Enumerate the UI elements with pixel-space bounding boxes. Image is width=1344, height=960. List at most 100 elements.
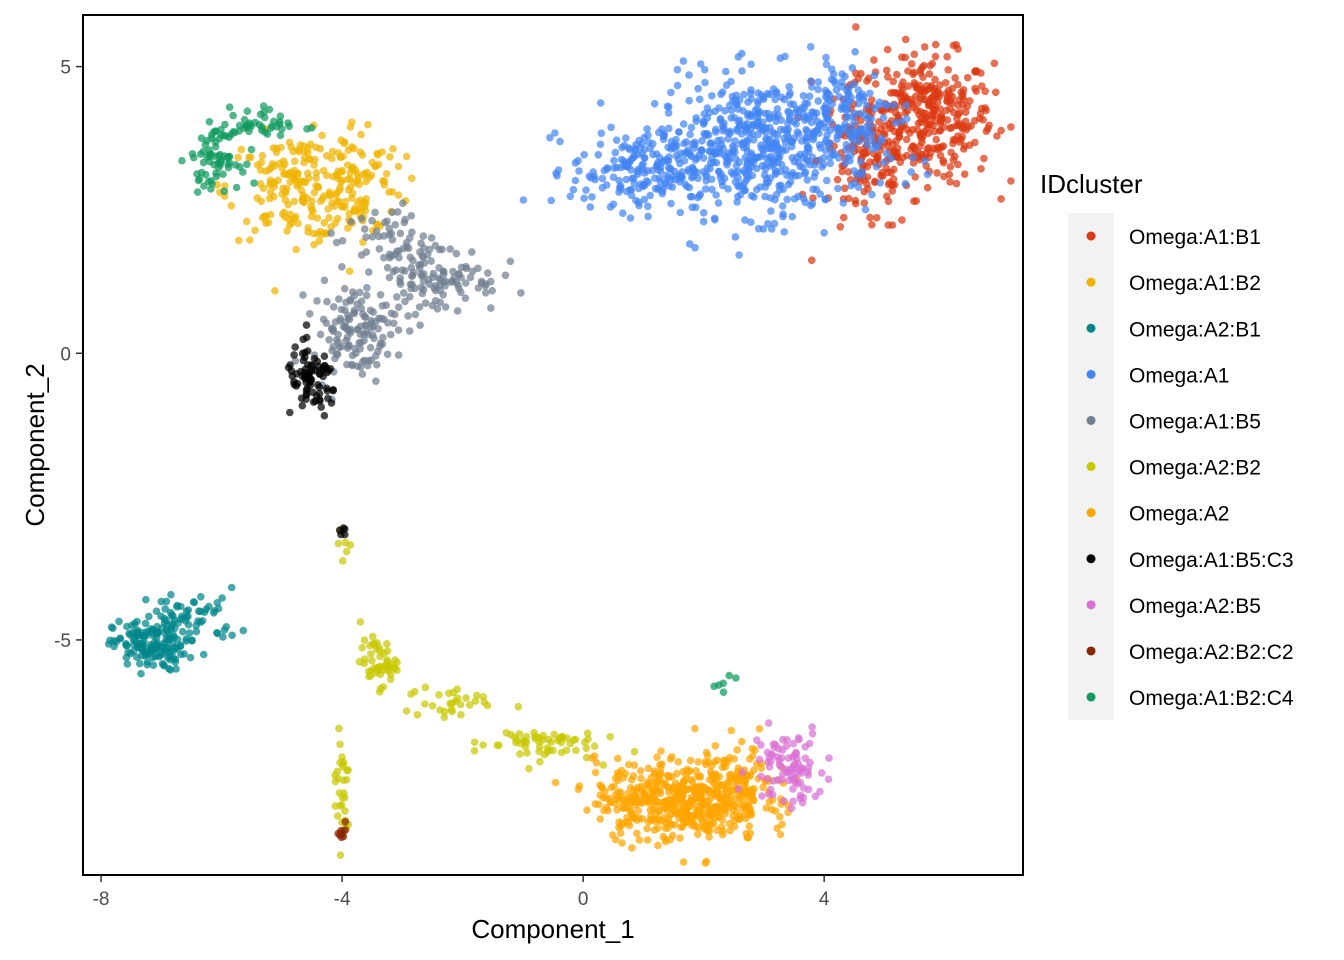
data-point — [462, 694, 470, 702]
data-point — [197, 593, 205, 601]
data-point — [679, 858, 688, 866]
data-point — [733, 774, 742, 782]
data-point — [200, 182, 208, 190]
data-point — [281, 189, 290, 197]
data-point — [338, 557, 347, 565]
data-point — [660, 131, 668, 140]
data-point — [115, 617, 123, 626]
data-point — [312, 174, 320, 182]
data-point — [348, 143, 356, 151]
data-point — [741, 216, 749, 224]
data-point — [440, 707, 449, 716]
legend-label-8: Omega:A2:B5 — [1129, 595, 1261, 618]
data-point — [747, 149, 756, 157]
data-point — [365, 174, 373, 182]
legend-key-1 — [1086, 277, 1096, 287]
data-point — [338, 167, 347, 175]
data-point — [145, 612, 153, 621]
data-point — [320, 411, 329, 420]
legend-label-6: Omega:A2 — [1129, 503, 1229, 526]
data-point — [650, 797, 658, 806]
data-point — [342, 547, 351, 556]
data-point — [809, 194, 817, 202]
data-point — [331, 354, 339, 363]
data-point — [784, 119, 792, 128]
data-point — [764, 719, 773, 727]
data-point — [864, 128, 872, 136]
data-point — [324, 394, 332, 403]
data-point — [690, 167, 699, 176]
data-point — [836, 223, 845, 231]
data-point — [921, 157, 929, 165]
data-point — [227, 583, 236, 592]
data-point — [664, 824, 672, 832]
data-point — [949, 139, 957, 148]
data-point — [449, 688, 458, 697]
data-point — [663, 102, 672, 111]
legend-key-3 — [1086, 369, 1096, 379]
data-point — [951, 152, 959, 161]
data-point — [804, 785, 813, 794]
data-point — [738, 768, 747, 776]
data-point — [271, 287, 279, 295]
data-point — [825, 139, 834, 148]
data-point — [310, 188, 319, 197]
data-point — [374, 151, 382, 159]
data-point — [724, 185, 732, 193]
data-point — [136, 659, 144, 668]
data-point — [692, 117, 700, 125]
data-point — [396, 229, 405, 238]
data-point — [772, 88, 781, 96]
data-point — [461, 279, 470, 287]
data-point — [569, 185, 578, 194]
data-point — [771, 807, 780, 815]
data-point — [738, 67, 746, 75]
legend-label-0: Omega:A1:B1 — [1129, 226, 1261, 249]
data-point — [687, 798, 695, 806]
data-point — [946, 163, 955, 171]
data-point — [890, 148, 899, 156]
data-point — [383, 656, 391, 664]
data-point — [202, 605, 210, 614]
data-point — [844, 98, 852, 106]
data-point — [394, 351, 403, 359]
data-point — [984, 124, 992, 133]
data-point — [571, 159, 580, 167]
data-point — [363, 361, 372, 370]
data-point — [385, 273, 394, 282]
data-point — [933, 145, 941, 154]
data-point — [821, 195, 830, 203]
data-point — [703, 751, 712, 760]
data-point — [793, 153, 801, 161]
data-point — [851, 199, 860, 208]
data-point — [843, 154, 852, 162]
data-point — [784, 180, 793, 189]
data-point — [933, 169, 941, 177]
data-point — [302, 321, 311, 329]
data-point — [834, 184, 842, 193]
data-point — [615, 176, 623, 185]
data-point — [408, 228, 416, 236]
data-point — [341, 818, 350, 826]
data-point — [633, 167, 642, 176]
data-point — [895, 128, 904, 137]
data-point — [551, 778, 560, 787]
data-point — [203, 153, 211, 161]
data-point — [470, 738, 479, 746]
data-point — [679, 120, 688, 128]
data-point — [229, 111, 237, 120]
data-point — [676, 834, 684, 842]
data-point — [321, 361, 329, 370]
data-point — [776, 830, 785, 839]
data-point — [854, 99, 863, 108]
data-point — [401, 215, 409, 224]
data-point — [417, 283, 426, 292]
data-point — [517, 289, 525, 297]
data-point — [927, 82, 936, 90]
data-point — [643, 125, 651, 133]
data-point — [297, 394, 306, 403]
data-point — [767, 207, 775, 215]
data-point — [807, 77, 815, 85]
data-point — [369, 632, 377, 641]
data-point — [341, 197, 350, 206]
